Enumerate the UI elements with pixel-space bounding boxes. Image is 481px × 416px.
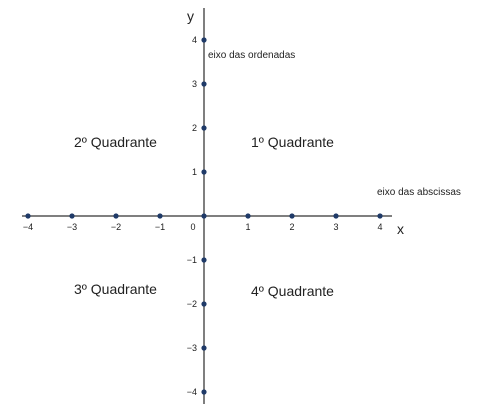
x-point-1	[245, 213, 251, 219]
y-tick-label-2: 2	[192, 123, 197, 133]
x-tick-label-1: 1	[245, 222, 250, 232]
y-tick-label-3: 3	[192, 79, 197, 89]
y-tick-label-1: 1	[192, 167, 197, 177]
x-tick-label-4: 4	[377, 222, 382, 232]
y-tick-label-neg3: −3	[187, 343, 197, 353]
y-point-3	[201, 81, 207, 87]
y-axis-letter: y	[187, 8, 194, 24]
x-tick-label-2: 2	[289, 222, 294, 232]
origin-label: 0	[190, 222, 195, 232]
x-tick-label-3: 3	[333, 222, 338, 232]
y-tick-label-neg2: −2	[187, 299, 197, 309]
x-axis-name: eixo das abscissas	[377, 187, 461, 198]
x-tick-label-neg2: −2	[111, 222, 121, 232]
quadrant-1-label: 1º Quadrante	[251, 134, 334, 150]
x-tick-label-neg1: −1	[155, 222, 165, 232]
x-point-2	[289, 213, 295, 219]
x-point-neg2	[113, 213, 119, 219]
x-point-neg4	[25, 213, 31, 219]
x-point-3	[333, 213, 339, 219]
x-axis-letter: x	[397, 221, 404, 237]
x-point-neg1	[157, 213, 163, 219]
y-axis-name: eixo das ordenadas	[208, 50, 295, 61]
y-point-neg2	[201, 301, 207, 307]
y-point-4	[201, 37, 207, 43]
quadrant-4-label: 4º Quadrante	[251, 283, 334, 299]
y-point-neg1	[201, 257, 207, 263]
y-point-neg3	[201, 345, 207, 351]
y-point-2	[201, 125, 207, 131]
y-point-1	[201, 169, 207, 175]
x-point-neg3	[69, 213, 75, 219]
origin-point	[201, 213, 207, 219]
y-tick-label-neg1: −1	[187, 255, 197, 265]
y-point-neg4	[201, 389, 207, 395]
x-point-4	[377, 213, 383, 219]
y-tick-label-neg4: −4	[187, 387, 197, 397]
quadrant-2-label: 2º Quadrante	[74, 134, 157, 150]
x-tick-label-neg3: −3	[67, 222, 77, 232]
x-tick-label-neg4: −4	[23, 222, 33, 232]
y-tick-label-4: 4	[192, 35, 197, 45]
quadrant-3-label: 3º Quadrante	[74, 281, 157, 297]
